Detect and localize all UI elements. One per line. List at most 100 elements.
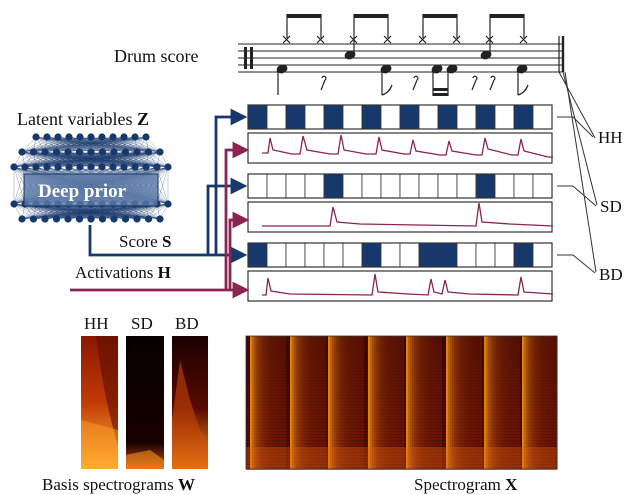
spectrogram-x-label: Spectrogram X	[414, 475, 518, 494]
activation-curve-hh	[262, 134, 553, 158]
network-node	[98, 148, 107, 156]
network-node	[43, 133, 51, 141]
grid-cell-hh	[361, 104, 382, 130]
network-node	[109, 133, 117, 141]
score-arrows	[88, 108, 248, 264]
grid-cell-hh	[285, 104, 306, 130]
grid-cell-bd	[475, 242, 496, 268]
network-node	[41, 148, 49, 156]
network-node	[131, 133, 139, 141]
spectrogram-x	[245, 335, 558, 470]
network-node	[52, 215, 61, 223]
grid-cell-sd	[247, 173, 268, 199]
network-node	[64, 148, 72, 156]
network-node	[65, 133, 73, 141]
grid-cell-bd	[285, 242, 306, 268]
network-node	[18, 215, 26, 223]
drum-score-label: Drum score	[114, 46, 198, 66]
network-node	[87, 163, 95, 171]
arrow-score-bd	[88, 225, 248, 264]
grid-cell-hh	[342, 104, 363, 130]
grid-cell-hh	[494, 104, 515, 130]
basis-label-hh: HH	[84, 314, 109, 333]
snare-kick-notes	[276, 38, 529, 96]
grid-cell-hh	[266, 104, 287, 130]
network-node	[41, 215, 49, 223]
basis-label-bd: BD	[175, 314, 199, 333]
network-node	[156, 148, 164, 156]
activations-h-label: Activations H	[75, 263, 171, 282]
network-node	[64, 215, 72, 223]
network-node	[120, 133, 128, 141]
basis-bd	[172, 336, 208, 469]
grid-cell-sd	[323, 173, 344, 199]
activation-arrows	[70, 141, 250, 299]
network-node	[29, 215, 38, 223]
instrument-label-bd: BD	[599, 265, 623, 284]
network-node	[164, 163, 172, 171]
grid-cell-bd	[304, 242, 325, 268]
grid-cell-sd	[342, 173, 363, 199]
basis-label-sd: SD	[131, 314, 153, 333]
network-node	[110, 148, 118, 156]
grid-cell-sd	[456, 173, 477, 199]
network-node	[133, 215, 141, 223]
activation-curve-sd	[262, 202, 554, 227]
score-s-label: Score S	[119, 232, 171, 251]
grid-cell-sd	[532, 173, 553, 199]
grid-cell-bd	[323, 242, 344, 268]
grid-frame-sd	[247, 173, 553, 199]
network-node	[120, 163, 128, 171]
network-node	[131, 163, 139, 171]
grid-cell-bd	[456, 242, 477, 268]
activation-frame-bd	[247, 270, 553, 302]
network-node	[29, 148, 38, 156]
network-node	[144, 215, 153, 223]
network-node	[153, 163, 161, 171]
grid-cell-hh	[513, 104, 534, 130]
deep-prior-box	[23, 173, 159, 207]
grid-cell-bd	[437, 242, 458, 268]
network-node	[133, 148, 141, 156]
network-node	[87, 148, 95, 156]
network-node	[98, 163, 106, 171]
score-grids	[247, 104, 553, 302]
network-node	[21, 163, 29, 171]
grid-frame-hh	[247, 104, 553, 130]
grid-cell-hh	[380, 104, 401, 130]
network-node	[32, 133, 40, 141]
network-node	[87, 133, 95, 141]
grid-cell-sd	[361, 173, 382, 199]
grid-cell-hh	[475, 104, 496, 130]
grid-cell-sd	[285, 173, 306, 199]
basis-spectrograms	[81, 336, 208, 469]
network-node	[65, 163, 73, 171]
network-node	[98, 133, 106, 141]
activation-curve-bd	[262, 273, 554, 296]
grid-cell-sd	[437, 173, 458, 199]
grid-cell-sd	[475, 173, 496, 199]
grid-cell-sd	[494, 173, 515, 199]
grid-cell-sd	[418, 173, 439, 199]
network-node	[121, 148, 130, 156]
network-node	[10, 200, 18, 208]
activation-frame-hh	[247, 132, 553, 164]
grid-cell-hh	[247, 104, 268, 130]
network-node	[156, 215, 164, 223]
drum-score-staff	[238, 36, 565, 73]
network-node	[109, 163, 117, 171]
instrument-label-hh: HH	[598, 128, 623, 147]
grid-cell-hh	[418, 104, 439, 130]
instrument-label-sd: SD	[600, 197, 622, 216]
grid-cell-bd	[418, 242, 439, 268]
network-node	[87, 215, 95, 223]
network-node	[75, 215, 84, 223]
grid-cell-bd	[513, 242, 534, 268]
grid-cell-bd	[380, 242, 401, 268]
network-node	[142, 133, 150, 141]
network-node	[52, 148, 61, 156]
arrow-score-sd	[206, 177, 248, 255]
grid-cell-hh	[456, 104, 477, 130]
